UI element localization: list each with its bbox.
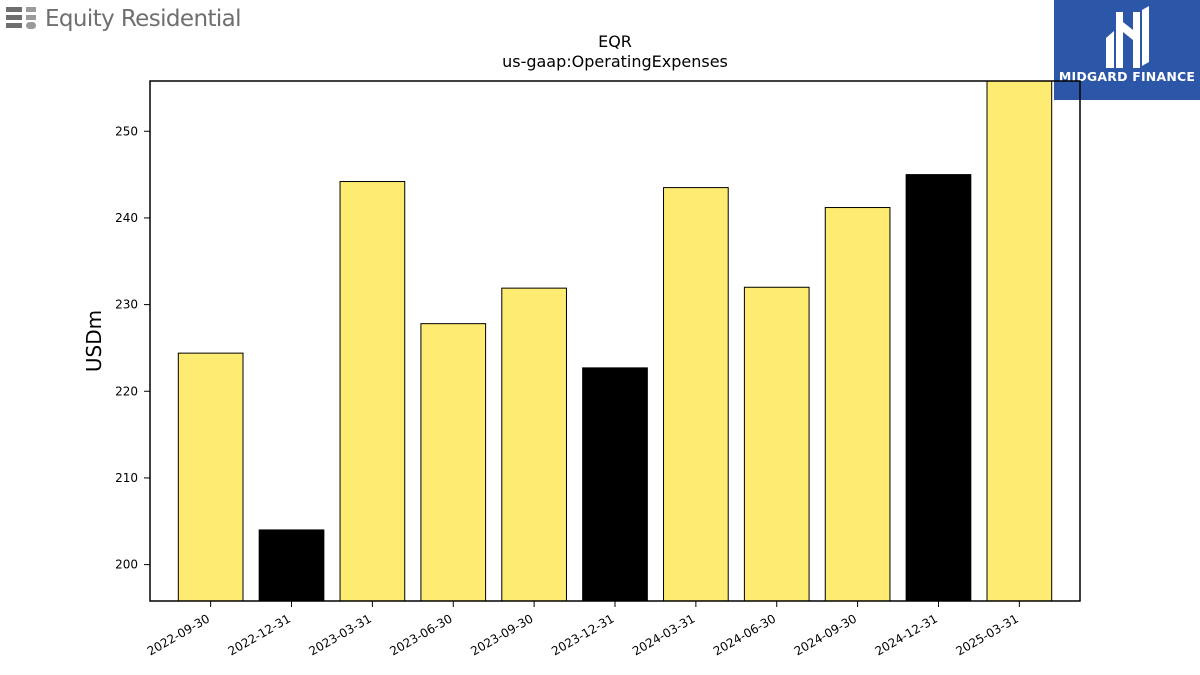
y-tick-label: 250 [115, 124, 138, 138]
x-tick-label: 2024-06-30 [711, 611, 778, 658]
x-tick-label: 2024-12-31 [873, 611, 940, 658]
company-name: Equity Residential [45, 6, 242, 32]
y-tick-label: 240 [115, 211, 138, 225]
midgard-m-logo-icon [1106, 6, 1149, 68]
bar [743, 286, 810, 602]
bar [905, 174, 972, 602]
chart-title: EQR [598, 32, 632, 51]
equity-residential-logo: Equity Residential [6, 4, 242, 34]
bar [824, 207, 891, 602]
x-tick-label: 2023-06-30 [387, 611, 454, 658]
bar [501, 287, 567, 602]
midgard-finance-logo: MIDGARD FINANCE [1054, 0, 1200, 100]
x-tick-label: 2025-03-31 [953, 611, 1020, 658]
x-tick-label: 2022-12-31 [226, 611, 293, 658]
bar [339, 181, 406, 602]
bar [663, 187, 729, 602]
partner-name: MIDGARD FINANCE [1058, 69, 1196, 84]
x-tick-label: 2023-09-30 [468, 611, 535, 658]
x-tick-label: 2024-03-31 [630, 611, 697, 658]
bar [420, 323, 487, 602]
x-tick-label: 2023-12-31 [549, 611, 616, 658]
x-tick-label: 2024-09-30 [792, 611, 859, 658]
chart-subtitle: us-gaap:OperatingExpenses [502, 52, 728, 71]
bar [582, 367, 648, 602]
y-tick-label: 200 [115, 558, 138, 572]
bar [177, 352, 244, 602]
y-tick-label: 230 [115, 298, 138, 312]
stacked-bars-logo-icon [6, 5, 38, 33]
x-tick-label: 2023-03-31 [306, 611, 373, 658]
x-tick-label: 2022-09-30 [145, 611, 212, 658]
y-axis-label: USDm [82, 310, 106, 372]
y-tick-label: 210 [115, 471, 138, 485]
bar [258, 529, 325, 602]
bar [986, 80, 1053, 602]
y-tick-label: 220 [115, 384, 138, 398]
